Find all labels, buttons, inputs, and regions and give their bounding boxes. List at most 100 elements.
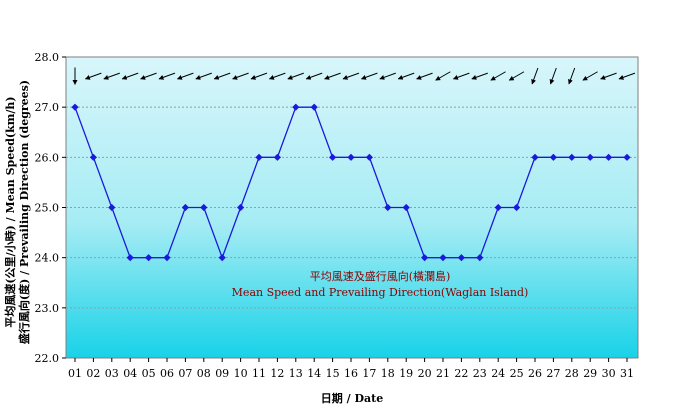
x-tick-label: 12 xyxy=(270,367,284,380)
x-tick-label: 20 xyxy=(418,367,432,380)
direction-arrow xyxy=(471,72,488,80)
x-tick-label: 09 xyxy=(215,367,229,380)
x-tick-label: 21 xyxy=(436,367,450,380)
x-tick-label: 15 xyxy=(326,367,340,380)
direction-arrow xyxy=(342,72,360,80)
data-point xyxy=(476,254,484,262)
direction-arrow xyxy=(213,72,231,80)
data-point xyxy=(365,153,373,161)
x-tick-label: 05 xyxy=(142,367,156,380)
direction-arrow xyxy=(84,72,102,80)
x-tick-label: 02 xyxy=(86,367,100,380)
data-point xyxy=(181,203,189,212)
y-axis-label-line2: 盛行風向(度) / Prevailing Direction (degrees) xyxy=(17,80,31,344)
data-point xyxy=(108,203,116,212)
direction-arrow xyxy=(416,72,433,80)
x-tick-label: 14 xyxy=(307,367,321,380)
x-tick-label: 25 xyxy=(510,367,524,380)
y-tick-label: 23.0 xyxy=(35,302,60,315)
direction-arrow xyxy=(582,71,598,81)
x-tick-label: 22 xyxy=(454,367,468,380)
x-tick-label: 08 xyxy=(197,367,211,380)
x-tick-label: 26 xyxy=(528,367,542,380)
y-tick-label: 25.0 xyxy=(35,202,60,215)
direction-arrow xyxy=(305,72,323,80)
x-tick-label: 13 xyxy=(289,367,303,380)
x-tick-label: 03 xyxy=(105,367,119,380)
direction-arrow xyxy=(397,72,415,80)
data-point xyxy=(163,254,171,262)
direction-arrow xyxy=(121,72,139,80)
data-point xyxy=(71,103,79,111)
y-tick-label: 22.0 xyxy=(35,352,60,365)
x-tick-label: 18 xyxy=(381,367,395,380)
data-point xyxy=(292,103,300,111)
x-tick-label: 23 xyxy=(473,367,487,380)
x-tick-label: 31 xyxy=(620,367,634,380)
data-point xyxy=(329,153,337,161)
data-point xyxy=(605,153,613,161)
x-tick-label: 01 xyxy=(68,367,82,380)
data-point xyxy=(623,153,631,161)
direction-arrow xyxy=(452,72,470,80)
data-point xyxy=(457,254,465,262)
direction-arrow xyxy=(568,67,576,85)
data-point xyxy=(273,153,281,161)
x-tick-label: 17 xyxy=(362,367,376,380)
direction-arrow xyxy=(435,71,451,81)
series-mean-speed xyxy=(71,103,631,262)
y-tick-label: 26.0 xyxy=(35,151,60,164)
y-tick-label: 27.0 xyxy=(35,101,60,114)
x-tick-label: 19 xyxy=(399,367,413,380)
direction-arrow xyxy=(103,72,120,80)
direction-arrow xyxy=(618,72,636,80)
y-tick-label: 28.0 xyxy=(35,51,60,64)
direction-arrow xyxy=(549,67,557,85)
x-tick-label: 06 xyxy=(160,367,174,380)
x-tick-label: 10 xyxy=(234,367,248,380)
direction-arrows xyxy=(72,67,636,85)
direction-arrow xyxy=(140,72,157,80)
direction-arrow xyxy=(287,72,304,80)
annotation-en: Mean Speed and Prevailing Direction(Wagl… xyxy=(232,286,529,299)
direction-arrow xyxy=(508,71,525,81)
x-tick-label: 30 xyxy=(602,367,616,380)
data-point xyxy=(218,254,226,262)
x-tick-label: 16 xyxy=(344,367,358,380)
direction-arrow xyxy=(600,72,617,80)
data-point xyxy=(126,254,134,262)
data-point xyxy=(531,153,539,161)
x-tick-label: 11 xyxy=(252,367,266,380)
direction-arrow xyxy=(531,67,539,85)
data-point xyxy=(347,153,355,161)
x-tick-label: 27 xyxy=(546,367,560,380)
data-point xyxy=(549,153,557,161)
x-tick-label: 29 xyxy=(583,367,597,380)
x-tick-label: 04 xyxy=(123,367,137,380)
annotation-zh: 平均風速及盛行風向(橫瀾島) xyxy=(310,269,451,283)
direction-arrow xyxy=(379,72,396,80)
data-point xyxy=(421,254,429,262)
x-axis-label: 日期 / Date xyxy=(321,391,383,405)
data-point xyxy=(384,203,392,212)
data-point xyxy=(310,103,318,111)
y-axis-label-line1: 平均風速(公里/小時) / Mean Speed(km/h) xyxy=(3,96,17,327)
direction-arrow xyxy=(268,72,286,80)
direction-arrow xyxy=(360,72,378,80)
data-point xyxy=(255,153,263,161)
x-tick-label: 28 xyxy=(565,367,579,380)
data-point xyxy=(494,203,502,212)
y-axis-ticks: 22.0 23.0 24.0 25.0 26.0 27.0 28.0 xyxy=(35,51,66,365)
data-point xyxy=(145,254,153,262)
data-point xyxy=(439,254,447,262)
direction-arrow xyxy=(490,71,506,81)
data-point xyxy=(402,203,410,212)
direction-arrow xyxy=(250,72,268,80)
direction-arrow xyxy=(176,72,194,80)
data-point xyxy=(237,203,245,212)
direction-arrow xyxy=(195,72,212,80)
data-point xyxy=(513,203,521,212)
x-tick-label: 07 xyxy=(178,367,192,380)
